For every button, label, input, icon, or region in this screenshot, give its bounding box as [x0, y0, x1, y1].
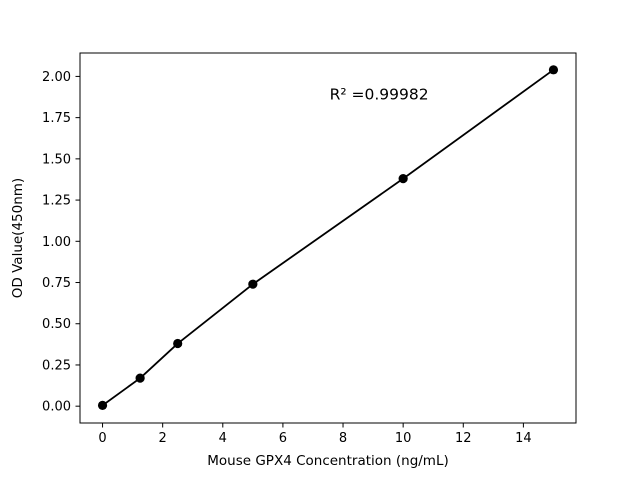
data-point — [135, 373, 145, 383]
y-tick-label: 2.00 — [42, 70, 71, 85]
data-point — [398, 174, 408, 184]
x-tick-label: 12 — [455, 431, 472, 446]
y-tick-label: 1.75 — [42, 111, 71, 126]
x-tick-label: 4 — [219, 431, 227, 446]
y-tick-label: 0.25 — [42, 358, 71, 373]
x-tick-label: 14 — [515, 431, 532, 446]
x-axis-label: Mouse GPX4 Concentration (ng/mL) — [207, 453, 449, 469]
y-tick-label: 1.25 — [42, 194, 71, 209]
y-tick-label: 1.00 — [42, 235, 71, 250]
data-point — [248, 279, 258, 289]
data-point — [97, 400, 108, 410]
y-tick-label: 0.75 — [42, 276, 71, 291]
x-tick-label: 10 — [395, 431, 412, 446]
x-tick-label: 6 — [279, 431, 287, 446]
y-tick-label: 1.50 — [42, 152, 71, 167]
y-tick-label: 0.00 — [42, 400, 71, 415]
data-point — [173, 338, 183, 349]
x-tick-label: 0 — [98, 431, 106, 446]
y-axis-label: OD Value(450nm) — [10, 178, 26, 298]
x-tick-label: 8 — [339, 431, 347, 446]
x-tick-label: 2 — [159, 431, 167, 446]
fit-line — [101, 68, 555, 407]
data-point — [548, 65, 559, 75]
y-tick-label: 0.50 — [42, 317, 71, 332]
plot-frame — [79, 52, 577, 424]
r-squared-annotation: R² =0.99982 — [330, 85, 429, 103]
